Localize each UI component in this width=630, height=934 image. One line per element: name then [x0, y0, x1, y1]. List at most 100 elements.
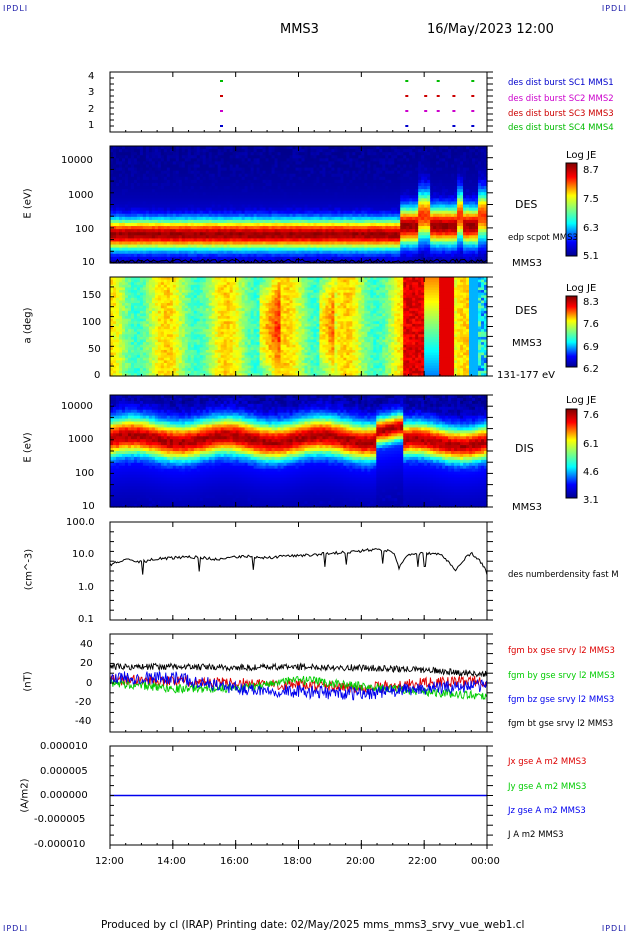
- des-energy-cell: [361, 198, 365, 203]
- des-energy-cell: [364, 259, 368, 264]
- des-energy-cell: [238, 161, 243, 166]
- des-energy-cell: [190, 238, 195, 243]
- des-energy-cell: [295, 235, 300, 239]
- des-energy-cell: [307, 235, 312, 239]
- des-energy-cell: [175, 201, 180, 206]
- des-energy-cell: [313, 179, 318, 184]
- des-energy-cell: [217, 250, 222, 255]
- des-energy-cell: [247, 250, 252, 255]
- des-energy-cell: [175, 155, 180, 159]
- des-energy-cell: [142, 219, 147, 224]
- des-energy-cell: [370, 195, 374, 199]
- des-energy-cell: [226, 222, 231, 227]
- des-energy-cell: [271, 207, 276, 212]
- des-energy-cell: [127, 235, 132, 239]
- des-energy-cell: [244, 179, 249, 184]
- des-energy-cell: [274, 235, 279, 239]
- des-energy-cell: [232, 247, 237, 252]
- des-energy-cell: [370, 155, 374, 159]
- des-energy-cell: [322, 256, 327, 261]
- des-energy-cell: [235, 213, 240, 218]
- des-energy-cell: [136, 182, 141, 187]
- des-energy-cell: [331, 186, 335, 190]
- des-energy-cell: [190, 250, 195, 255]
- des-energy-cell: [148, 158, 153, 162]
- des-energy-cell: [349, 158, 353, 162]
- des-energy-cell: [121, 256, 126, 261]
- des-energy-cell: [376, 207, 380, 212]
- des-energy-cell: [124, 146, 129, 150]
- des-energy-cell: [130, 189, 135, 193]
- des-energy-cell: [286, 253, 291, 258]
- des-energy-cell: [184, 176, 189, 181]
- des-energy-cell: [244, 161, 249, 166]
- des-energy-cell: [250, 256, 255, 261]
- des-energy-cell: [235, 241, 240, 246]
- des-energy-cell: [355, 179, 359, 184]
- des-energy-cell: [220, 216, 225, 221]
- des-energy-cell: [292, 235, 297, 239]
- des-energy-cell: [265, 189, 270, 193]
- des-energy-cell: [346, 232, 350, 236]
- des-energy-cell: [211, 210, 216, 215]
- des-energy-cell: [127, 155, 132, 159]
- des-energy-cell: [133, 256, 138, 261]
- des-energy-cell: [274, 204, 279, 209]
- des-energy-cell: [247, 155, 252, 159]
- des-energy-cell: [373, 222, 377, 227]
- des-energy-cell: [334, 250, 338, 255]
- des-energy-cell: [247, 226, 252, 230]
- des-energy-cell: [250, 192, 255, 196]
- des-energy-cell: [322, 259, 327, 264]
- des-energy-cell: [217, 207, 222, 212]
- des-energy-cell: [202, 232, 207, 236]
- des-energy-cell: [286, 179, 291, 184]
- des-energy-cell: [367, 155, 371, 159]
- des-energy-cell: [142, 247, 147, 252]
- des-energy-cell: [166, 207, 171, 212]
- des-energy-cell: [205, 186, 210, 190]
- des-energy-cell: [253, 204, 258, 209]
- des-energy-cell: [217, 164, 222, 169]
- des-energy-cell: [211, 250, 216, 255]
- des-energy-cell: [118, 198, 123, 203]
- des-energy-cell: [316, 222, 321, 227]
- des-energy-cell: [121, 198, 126, 203]
- des-energy-cell: [268, 167, 273, 172]
- des-energy-cell: [334, 213, 338, 218]
- des-energy-cell: [142, 253, 147, 258]
- des-energy-cell: [196, 250, 201, 255]
- des-energy-cell: [313, 176, 318, 181]
- des-energy-cell: [175, 256, 180, 261]
- des-energy-cell: [325, 158, 330, 162]
- des-energy-cell: [226, 149, 231, 153]
- des-energy-cell: [277, 219, 282, 224]
- des-energy-cell: [226, 152, 231, 156]
- des-energy-cell: [361, 149, 365, 153]
- des-energy-cell: [313, 213, 318, 218]
- des-energy-cell: [301, 229, 306, 233]
- des-energy-cell: [370, 222, 374, 227]
- des-energy-cell: [271, 146, 276, 150]
- des-energy-cell: [370, 238, 374, 243]
- des-energy-cell: [124, 238, 129, 243]
- des-energy-cell: [238, 167, 243, 172]
- des-energy-cell: [196, 213, 201, 218]
- des-energy-cell: [217, 213, 222, 218]
- des-energy-cell: [250, 152, 255, 156]
- des-energy-cell: [232, 259, 237, 264]
- des-energy-cell: [265, 164, 270, 169]
- des-energy-cell: [190, 207, 195, 212]
- des-energy-cell: [256, 256, 261, 261]
- des-energy-cell: [145, 253, 150, 258]
- des-energy-cell: [376, 229, 380, 233]
- des-energy-cell: [259, 229, 264, 233]
- des-energy-cell: [250, 189, 255, 193]
- des-energy-cell: [307, 247, 312, 252]
- des-energy-cell: [130, 167, 135, 172]
- des-energy-cell: [313, 259, 318, 264]
- des-energy-cell: [208, 247, 213, 252]
- des-energy-cell: [349, 247, 353, 252]
- des-energy-cell: [151, 155, 156, 159]
- des-energy-cell: [133, 213, 138, 218]
